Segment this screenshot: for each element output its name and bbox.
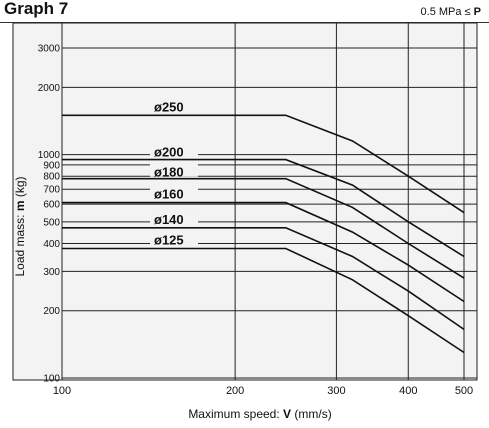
x-tick-label: 100 — [53, 385, 71, 397]
series-line — [62, 201, 465, 303]
series-label: ø200 — [154, 145, 184, 160]
y-tick-label: 800 — [43, 172, 60, 183]
series-label-bg — [150, 211, 198, 226]
series-label: ø160 — [154, 187, 184, 202]
y-tick-label: 3000 — [38, 44, 61, 55]
grid — [61, 23, 477, 380]
y-axis-label-prefix: Load mass: — [13, 211, 27, 276]
y-tick-label: 700 — [43, 185, 60, 196]
x-axis-label-var: V — [283, 407, 291, 421]
series-label: ø125 — [154, 232, 184, 247]
series-line — [62, 227, 465, 331]
y-tick-label: 200 — [43, 306, 60, 317]
y-tick-label: 1000 — [38, 150, 61, 161]
series-lines — [62, 114, 465, 354]
y-tick-label: 100 — [43, 374, 60, 385]
x-axis-label: Maximum speed: V (mm/s) — [188, 407, 331, 421]
series-label-bg — [150, 232, 198, 247]
series-label-bg — [150, 99, 198, 114]
series-line — [62, 177, 465, 279]
condition-variable: P — [473, 6, 481, 18]
plot-background — [13, 23, 477, 380]
x-tick-label: 300 — [327, 385, 345, 397]
series-label-bg — [150, 162, 198, 177]
pressure-condition: 0.5 MPa ≤ P — [421, 6, 481, 18]
series-label: ø180 — [154, 165, 184, 180]
y-axis-label-unit: (kg) — [13, 176, 27, 200]
x-tick-label: 500 — [455, 385, 473, 397]
y-tick-label: 900 — [43, 160, 60, 171]
x-axis-label-unit: (mm/s) — [291, 407, 332, 421]
series-labels: ø250 ø200 ø180 ø160 ø140 ø125 — [150, 99, 198, 247]
condition-prefix: 0.5 MPa ≤ — [420, 6, 474, 18]
x-axis-label-prefix: Maximum speed: — [188, 407, 283, 421]
y-tick-label: 600 — [43, 200, 60, 211]
y-axis-label: Load mass: m (kg) — [13, 176, 27, 276]
series-label-bg — [150, 186, 198, 201]
series-line — [62, 247, 465, 354]
series-label: ø140 — [154, 212, 184, 227]
graph-title: Graph 7 — [4, 0, 69, 18]
series-label-bg — [150, 143, 198, 158]
series-label: ø250 — [154, 99, 184, 114]
y-axis-label-var: m — [13, 200, 27, 211]
y-tick-label: 400 — [43, 239, 60, 250]
y-tick-label: 300 — [43, 267, 60, 278]
x-tick-label: 200 — [226, 385, 244, 397]
y-tick-label: 500 — [43, 217, 60, 228]
plot-frame — [12, 22, 478, 381]
x-tick-labels: 100 200 300 400 500 — [53, 385, 473, 397]
series-line — [62, 158, 465, 258]
x-tick-label: 400 — [399, 385, 417, 397]
y-tick-label: 2000 — [38, 83, 61, 94]
series-line — [62, 114, 465, 214]
